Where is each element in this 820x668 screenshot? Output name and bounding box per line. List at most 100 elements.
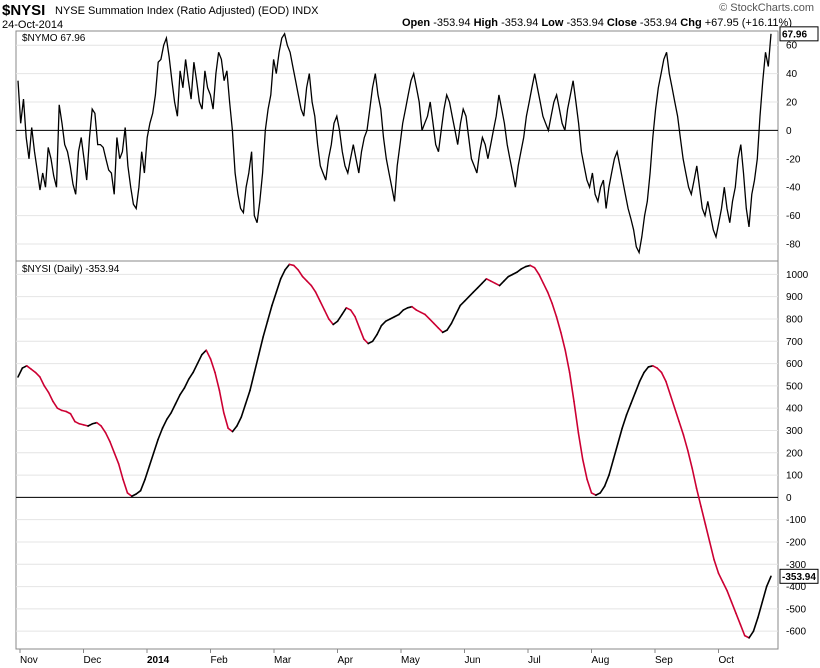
open-value: -353.94: [433, 17, 471, 29]
nysi-line-segment: [231, 425, 238, 433]
nysi-line-segment: [328, 318, 335, 326]
nymo-panel: $NYMO 67.96 60 40 20 0 -20 -40 -60 -80 67.96: [15, 26, 819, 262]
nysi-line-segment: [730, 601, 737, 615]
nysi-panel: $NYSI (Daily) -353.94 100090080070060050…: [15, 260, 819, 650]
nysi-line-segment: [573, 400, 580, 434]
nysi-line-segment: [634, 380, 641, 394]
nysi-line-segment: [612, 443, 619, 461]
nysi-line-segment: [21, 365, 28, 369]
x-tick-label: Oct: [719, 655, 735, 666]
nysi-line-segment: [481, 278, 488, 285]
nysi-line-segment: [586, 478, 593, 494]
p2-y-tick-label: 500: [786, 381, 803, 392]
nysi-line-segment: [472, 286, 479, 294]
nysi-line-segment: [577, 431, 584, 461]
low-label: Low: [541, 17, 564, 29]
nysi-line-segment: [271, 291, 278, 307]
nysi-line-segment: [691, 467, 698, 490]
nysi-line-segment: [726, 590, 733, 603]
nysi-line-segment: [306, 280, 313, 287]
nysi-line-segment: [358, 327, 365, 340]
nysi-line-segment: [166, 411, 173, 421]
nysi-line-segment: [433, 322, 440, 329]
nysi-line-segment: [131, 493, 138, 498]
nysi-line-segment: [179, 387, 186, 396]
nysi-line-segment: [638, 371, 645, 383]
nysi-line-segment: [419, 311, 426, 316]
nysi-line-segment: [96, 421, 102, 427]
nysi-line-segment: [490, 280, 496, 285]
low-value: -353.94: [566, 17, 604, 29]
nymo-y-ticks: 60 40 20 0 -20 -40 -60 -80: [786, 41, 801, 251]
p1-y-tick-label: 60: [786, 41, 798, 52]
nysi-line-segment: [660, 371, 667, 383]
p2-y-tick-label: -600: [786, 627, 806, 638]
nysi-line-segment: [494, 282, 501, 287]
nysi-line-segment: [503, 275, 510, 282]
nysi-line-segment: [700, 505, 707, 525]
nysi-line-segment: [743, 634, 750, 639]
nysi-line-segment: [205, 349, 212, 360]
nysi-line-segment: [380, 320, 387, 327]
ohlc-readout: Open -353.94 High -353.94 Low -353.94 Cl…: [402, 17, 792, 29]
nysi-line-segment: [170, 402, 177, 414]
chart-symbol: $NYSI: [2, 2, 46, 19]
nysi-line-segment: [113, 451, 120, 465]
nysi-value-tag-text: -353.94: [782, 572, 816, 583]
nysi-line-segment: [161, 418, 168, 430]
x-tick-label: Nov: [20, 655, 38, 666]
nysi-value-tag: -353.94: [779, 568, 819, 584]
nysi-line-segment: [704, 523, 711, 543]
x-tick-label: Apr: [338, 655, 354, 666]
close-label: Close: [606, 17, 637, 29]
p2-y-tick-label: 0: [786, 493, 792, 504]
nysi-title: $NYSI (Daily) -353.94: [22, 264, 120, 275]
chg-label: Chg: [680, 17, 702, 29]
nysi-line-segment: [599, 485, 606, 494]
nysi-line-segment: [187, 371, 194, 380]
nysi-line-segment: [402, 307, 409, 311]
p1-y-tick-label: -60: [786, 211, 801, 222]
nysi-line-segment: [65, 410, 72, 415]
nysi-line-segment: [323, 309, 330, 320]
nysi-line-segment: [459, 300, 466, 307]
nysi-line-segment: [516, 268, 523, 273]
nysi-line-segment: [735, 612, 742, 626]
nysi-line-segment: [47, 391, 54, 403]
nysi-line-segment: [249, 371, 256, 392]
x-tick-label: Jun: [465, 655, 481, 666]
nysi-line-segment: [144, 465, 151, 481]
chart-date: 24-Oct-2014: [2, 19, 64, 31]
nysi-line-segment: [748, 630, 755, 639]
nysi-line-segment: [520, 265, 527, 270]
nysi-line-segment: [695, 487, 702, 508]
p2-y-tick-label: -200: [786, 537, 806, 548]
high-label: High: [473, 17, 499, 29]
nysi-line-segment: [157, 427, 164, 441]
p1-y-tick-label: -80: [786, 239, 801, 250]
nysi-line-segment: [441, 329, 448, 334]
x-axis: Nov Dec 2014 Feb Mar Apr May Jun Jul Aug Sep Oct: [19, 649, 735, 666]
nysi-line-segment: [485, 278, 492, 282]
nysi-line-segment: [297, 269, 304, 278]
nysi-line-segment: [603, 474, 610, 488]
nysi-line-segment: [314, 291, 321, 302]
nysi-line-segment: [463, 295, 470, 302]
nysi-line-segment: [354, 315, 361, 329]
nysi-line-segment: [310, 284, 317, 294]
nysi-line-segment: [560, 331, 567, 351]
nysi-line-segment: [682, 434, 689, 452]
nysi-line-segment: [87, 422, 94, 427]
nysi-line-segment: [104, 431, 111, 443]
nysi-line-segment: [538, 273, 545, 285]
p2-y-tick-label: 400: [786, 404, 803, 415]
nymo-value-tag: 67.96: [779, 26, 819, 42]
nysi-line-segment: [363, 338, 370, 345]
x-tick-label: Mar: [274, 655, 292, 666]
p1-y-tick-label: -20: [786, 154, 801, 165]
nysi-line-segment: [266, 304, 273, 323]
nysi-line-segment: [139, 478, 146, 492]
nysi-line-segment: [722, 581, 729, 592]
nysi-line-segment: [564, 349, 571, 374]
